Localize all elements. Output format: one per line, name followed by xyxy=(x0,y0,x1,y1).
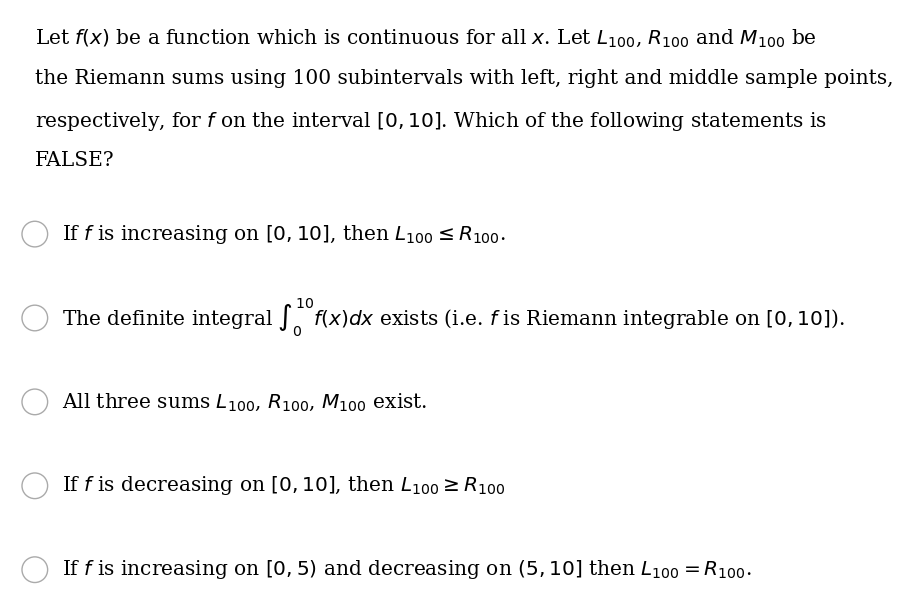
Text: If $f$ is increasing on $[0, 5)$ and decreasing on $(5, 10]$ then $L_{100} = R_{: If $f$ is increasing on $[0, 5)$ and dec… xyxy=(62,558,752,581)
Text: the Riemann sums using 100 subintervals with left, right and middle sample point: the Riemann sums using 100 subintervals … xyxy=(35,69,893,88)
Text: If $f$ is increasing on $[0, 10]$, then $L_{100} \leq R_{100}$.: If $f$ is increasing on $[0, 10]$, then … xyxy=(62,223,507,246)
Text: The definite integral $\int_0^{10} f(x)dx$ exists (i.e. $f$ is Riemann integrabl: The definite integral $\int_0^{10} f(x)d… xyxy=(62,297,845,339)
Text: FALSE?: FALSE? xyxy=(35,151,114,170)
Text: Let $f(x)$ be a function which is continuous for all $x$. Let $L_{100}$, $R_{100: Let $f(x)$ be a function which is contin… xyxy=(35,27,817,49)
Text: If $f$ is decreasing on $[0, 10]$, then $L_{100} \geq R_{100}$: If $f$ is decreasing on $[0, 10]$, then … xyxy=(62,474,506,497)
Text: respectively, for $f$ on the interval $[0, 10]$. Which of the following statemen: respectively, for $f$ on the interval $[… xyxy=(35,110,827,133)
Text: All three sums $L_{100}$, $R_{100}$, $M_{100}$ exist.: All three sums $L_{100}$, $R_{100}$, $M_… xyxy=(62,391,428,413)
